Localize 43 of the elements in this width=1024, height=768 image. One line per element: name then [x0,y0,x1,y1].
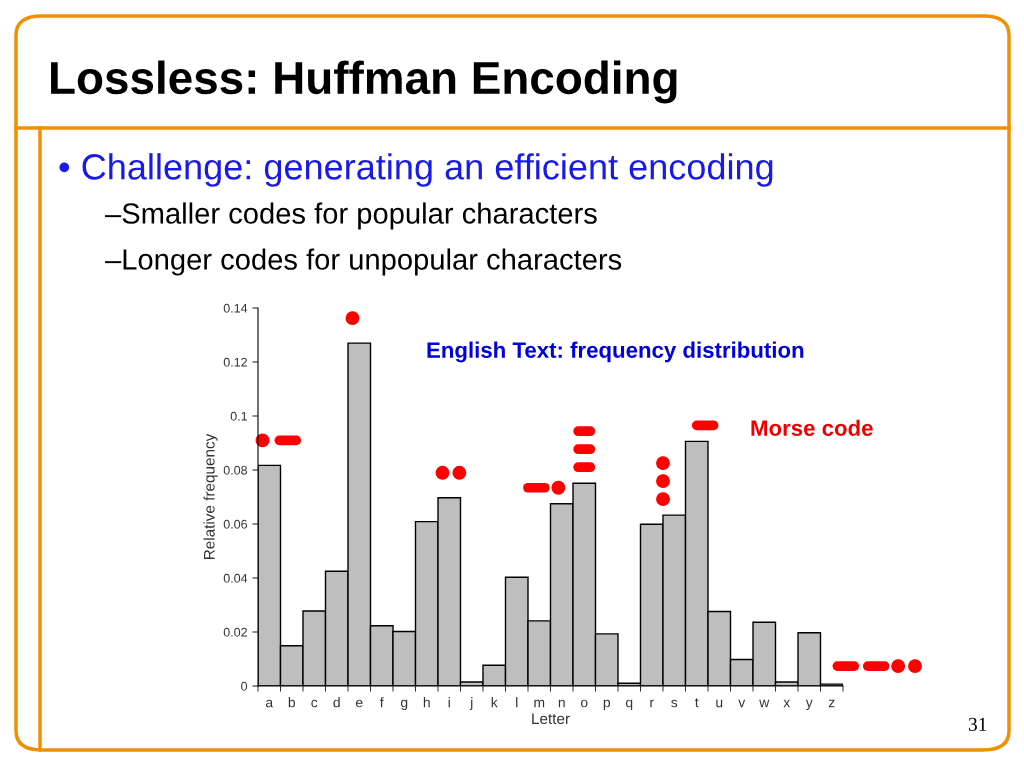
x-tick-label: r [650,699,654,708]
y-tick-label: 0.12 [223,357,247,367]
y-tick-label: 0.14 [223,303,248,313]
x-tick-label: j [469,697,473,711]
text: –Smaller codes for popular characters [105,202,597,230]
y-tick-label: 0 [241,681,248,691]
x-tick-label: d [333,697,340,708]
x-axis-title: Letter [532,713,570,725]
y-tick-label: 0.06 [223,519,248,529]
x-tick-label: f [380,697,384,708]
x-tick-label: k [491,697,498,708]
x-tick-label: l [516,697,518,708]
x-tick-label: t [695,698,699,708]
y-axis-title: Relative frequency [203,433,218,560]
annotation: English Text: frequency distribution [427,341,804,363]
annotation: Morse code [751,419,873,436]
y-tick-label: 0.02 [223,627,247,637]
x-tick-label: m [534,699,545,708]
x-tick-label: x [783,699,791,708]
x-tick-label: s [671,699,678,708]
x-tick-label: b [288,697,296,708]
x-tick-label: e [355,699,363,708]
text: –Longer codes for unpopular characters [105,248,622,276]
text: Lossless: Huffman Encoding [51,60,677,104]
y-tick-label: 0.08 [223,465,248,475]
text: • Challenge: generating an efficient encoding [59,153,773,187]
y-tick-label: 0.1 [230,411,247,421]
x-tick-label: z [828,699,835,708]
text: 31 [968,717,987,731]
x-tick-label: a [265,699,274,708]
x-tick-label: i [448,697,450,708]
x-tick-label: v [738,699,746,708]
x-tick-label: o [580,699,588,708]
x-tick-label: u [716,699,723,708]
x-tick-label: h [423,697,430,708]
x-tick-label: g [400,699,408,711]
x-tick-label: p [603,699,611,711]
x-tick-label: q [625,699,633,711]
x-tick-label: y [805,699,813,711]
x-tick-label: c [311,699,318,708]
x-tick-label: w [759,699,770,708]
y-tick-label: 0.04 [223,573,248,583]
x-tick-label: n [558,699,565,708]
